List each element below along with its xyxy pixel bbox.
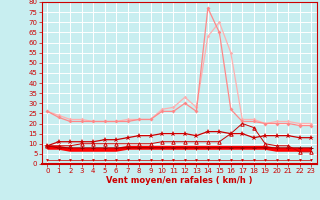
X-axis label: Vent moyen/en rafales ( km/h ): Vent moyen/en rafales ( km/h ) xyxy=(106,176,252,185)
